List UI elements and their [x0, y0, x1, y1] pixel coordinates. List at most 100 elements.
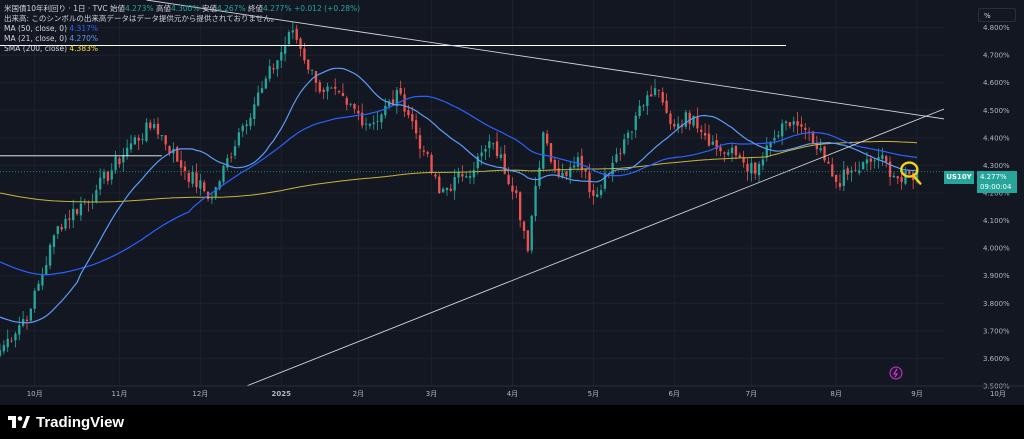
- candle-body: [264, 78, 268, 89]
- time-axis[interactable]: 10月 11月 12月 2025 2月 3月 4月 5月 6月 7月 8月 9月 10月: [0, 385, 1024, 398]
- candle-body: [561, 172, 564, 178]
- candles: [0, 21, 919, 358]
- candle-body: [881, 154, 884, 159]
- candle-body: [707, 133, 711, 146]
- candle-body: [723, 152, 726, 154]
- candle-body: [484, 148, 487, 152]
- candle-body: [357, 110, 360, 114]
- candle-body: [885, 156, 888, 162]
- candle-body: [245, 124, 248, 127]
- candle-body: [565, 171, 568, 176]
- candle-body: [603, 173, 607, 189]
- candle-body: [218, 181, 221, 190]
- candle-body: [784, 121, 788, 124]
- candle-body: [322, 89, 325, 93]
- y-tick-label: 3.700%: [983, 327, 1010, 335]
- candle-body: [164, 135, 167, 145]
- candle-body: [241, 125, 244, 132]
- candle-body: [526, 230, 530, 251]
- candle-body: [268, 66, 271, 79]
- price-chart[interactable]: 3.500%3.600%3.700%3.800%3.900%4.000%4.10…: [0, 0, 1024, 405]
- candle-body: [14, 333, 17, 341]
- candle-body: [626, 132, 630, 138]
- candle-body: [557, 168, 560, 177]
- candle-body: [615, 154, 618, 162]
- candle-body: [730, 147, 734, 154]
- candle-body: [634, 115, 637, 130]
- candle-body: [754, 162, 757, 174]
- candle-body: [310, 69, 314, 71]
- candle-body: [908, 170, 911, 175]
- candle-body: [715, 140, 718, 149]
- x-tick-label: 3月: [426, 390, 437, 398]
- candle-body: [403, 94, 406, 112]
- x-tick-label: 5月: [588, 390, 599, 398]
- candle-body: [892, 175, 896, 178]
- candle-body: [838, 183, 842, 187]
- candle-body: [330, 87, 333, 89]
- candle-body: [341, 93, 345, 97]
- candle-body: [361, 112, 364, 126]
- x-tick-label: 2月: [353, 390, 364, 398]
- candle-body: [280, 52, 283, 61]
- candle-body: [303, 48, 306, 61]
- candle-body: [438, 176, 441, 193]
- candle-body: [530, 215, 533, 251]
- candle-body: [700, 129, 703, 133]
- candle-body: [41, 274, 44, 286]
- current-price-value: 4.277%: [980, 173, 1007, 181]
- candle-body: [345, 98, 348, 105]
- candle-body: [353, 104, 356, 109]
- candle-body: [549, 143, 553, 162]
- candle-body: [226, 158, 229, 168]
- candle-body: [10, 340, 13, 342]
- candle-body: [468, 176, 472, 178]
- candle-body: [472, 169, 476, 178]
- candle-body: [191, 171, 194, 184]
- candle-body: [326, 86, 329, 92]
- candle-body: [283, 45, 287, 54]
- tradingview-logo[interactable]: TradingView: [8, 414, 124, 431]
- candle-body: [742, 157, 745, 163]
- y-tick-label: 4.500%: [983, 107, 1010, 115]
- annotation-marks: [889, 161, 922, 380]
- x-tick-label: 8月: [830, 390, 841, 398]
- candle-body: [719, 147, 722, 152]
- candle-body: [750, 162, 753, 174]
- candle-body: [757, 163, 761, 176]
- x-tick-label: 10月: [27, 390, 43, 398]
- candle-body: [534, 185, 537, 217]
- candle-body: [738, 155, 741, 158]
- candle-body: [422, 150, 425, 152]
- x-tick-label: 11月: [111, 390, 127, 398]
- candle-body: [519, 192, 522, 221]
- candle-body: [661, 92, 664, 103]
- candle-body: [846, 168, 849, 175]
- axis-unit-button[interactable]: %: [978, 8, 1016, 22]
- candle-body: [657, 89, 661, 91]
- candle-body: [214, 187, 217, 197]
- y-tick-label: 3.800%: [983, 300, 1010, 308]
- candle-body: [538, 167, 541, 186]
- candle-body: [210, 198, 214, 200]
- candle-body: [676, 123, 680, 129]
- candle-body: [888, 161, 892, 177]
- candle-body: [407, 110, 410, 116]
- candle-body: [156, 123, 160, 135]
- candle-body: [256, 92, 260, 106]
- candle-body: [865, 159, 869, 164]
- event-marker-icon: [889, 366, 903, 380]
- candle-body: [457, 172, 460, 178]
- price-axis[interactable]: 3.500%3.600%3.700%3.800%3.900%4.000%4.10…: [944, 0, 1024, 405]
- candle-body: [453, 177, 456, 191]
- candle-body: [106, 171, 110, 181]
- chart-area[interactable]: 3.500%3.600%3.700%3.800%3.900%4.000%4.10…: [0, 0, 1024, 405]
- candle-body: [588, 172, 591, 193]
- candle-body: [596, 194, 599, 198]
- candle-body: [376, 121, 379, 123]
- candle-body: [638, 106, 641, 117]
- candle-body: [79, 203, 83, 216]
- candle-body: [788, 122, 792, 127]
- candle-body: [511, 185, 514, 192]
- candle-body: [33, 290, 36, 309]
